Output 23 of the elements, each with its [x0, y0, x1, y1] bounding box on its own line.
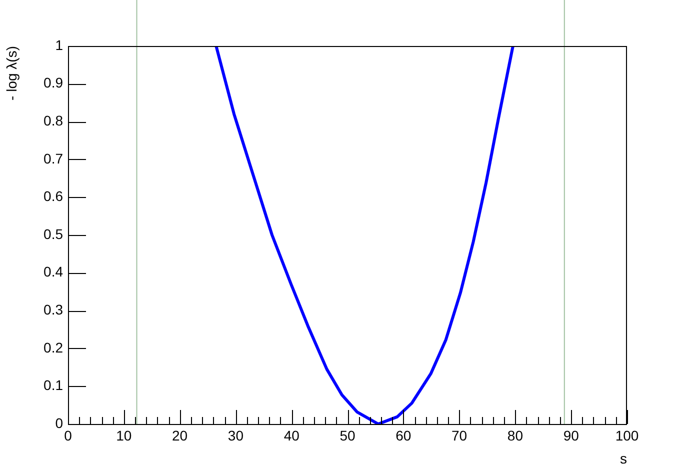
y-axis-title: - log λ(s) [3, 46, 20, 100]
x-tick-label: 20 [172, 427, 188, 444]
y-tick-label: 0.1 [44, 377, 64, 394]
y-tick-label: 0.3 [44, 301, 64, 318]
x-tick-label: 80 [507, 427, 524, 444]
x-tick-label: 60 [396, 427, 412, 444]
y-tick-label: 0.6 [44, 188, 64, 204]
y-tick-label: 0.9 [44, 74, 64, 91]
y-tick-label: 0.8 [44, 112, 64, 128]
x-tick-label: 100 [615, 427, 639, 444]
x-tick-label: 90 [563, 427, 580, 444]
y-tick-label: 1 [55, 36, 64, 53]
x-tick-label: 40 [284, 427, 300, 444]
x-tick-label: 10 [116, 427, 132, 444]
y-tick-label: 0.4 [44, 264, 64, 280]
y-tick-label: 0 [55, 414, 64, 431]
x-tick-label: 70 [452, 427, 468, 444]
y-tick-label: 0.5 [44, 226, 64, 242]
x-tick-label: 30 [228, 427, 244, 444]
x-axis-title: s [620, 450, 627, 466]
y-tick-label: 0.2 [44, 339, 64, 356]
y-tick-label: 0.7 [44, 150, 64, 166]
x-tick-label: 50 [340, 427, 356, 444]
